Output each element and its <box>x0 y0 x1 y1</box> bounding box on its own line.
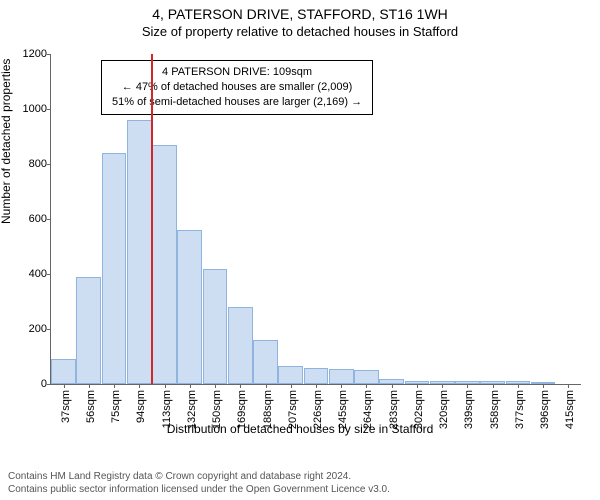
y-tick: 0 <box>13 378 47 390</box>
x-tick-mark <box>215 384 216 388</box>
y-tick-mark <box>47 219 51 220</box>
y-tick-mark <box>47 329 51 330</box>
x-tick-mark <box>341 384 342 388</box>
x-tick-mark <box>266 384 267 388</box>
bar <box>127 120 152 384</box>
y-tick: 200 <box>13 323 47 335</box>
page-title: 4, PATERSON DRIVE, STAFFORD, ST16 1WH <box>0 0 600 22</box>
x-tick: 94sqm <box>135 390 147 423</box>
y-axis-label: Number of detached properties <box>0 59 13 224</box>
bar <box>304 368 329 385</box>
chart-container: 4, PATERSON DRIVE, STAFFORD, ST16 1WH Si… <box>0 0 600 500</box>
bar <box>102 153 127 384</box>
bar <box>76 277 101 384</box>
plot-area: 4 PATERSON DRIVE: 109sqm ← 47% of detach… <box>50 54 581 385</box>
y-tick-mark <box>47 109 51 110</box>
chart-wrap: Number of detached properties 4 PATERSON… <box>0 44 600 444</box>
y-tick: 800 <box>13 158 47 170</box>
x-tick-mark <box>165 384 166 388</box>
bar <box>228 307 253 384</box>
y-tick: 600 <box>13 213 47 225</box>
footer: Contains HM Land Registry data © Crown c… <box>8 470 390 496</box>
x-tick-mark <box>190 384 191 388</box>
x-tick-mark <box>442 384 443 388</box>
y-tick-mark <box>47 164 51 165</box>
x-tick-mark <box>493 384 494 388</box>
x-tick-mark <box>291 384 292 388</box>
x-axis-label: Distribution of detached houses by size … <box>0 422 600 436</box>
y-tick-mark <box>47 384 51 385</box>
x-tick-mark <box>316 384 317 388</box>
x-tick-mark <box>89 384 90 388</box>
x-tick-mark <box>114 384 115 388</box>
y-tick-mark <box>47 274 51 275</box>
x-tick-mark <box>518 384 519 388</box>
x-tick-mark <box>417 384 418 388</box>
x-tick-mark <box>568 384 569 388</box>
x-tick-mark <box>64 384 65 388</box>
marker-line <box>151 54 153 384</box>
y-tick: 1200 <box>13 48 47 60</box>
bar <box>354 370 379 384</box>
footer-line-2: Contains public sector information licen… <box>8 483 390 496</box>
x-tick-mark <box>240 384 241 388</box>
x-tick-mark <box>467 384 468 388</box>
bar <box>51 359 76 384</box>
x-tick: 75sqm <box>110 390 122 423</box>
bar <box>152 145 177 384</box>
x-tick-mark <box>139 384 140 388</box>
bar <box>253 340 278 384</box>
info-line-2: ← 47% of detached houses are smaller (2,… <box>112 80 362 95</box>
bar <box>177 230 202 384</box>
x-tick: 56sqm <box>85 390 97 423</box>
info-box: 4 PATERSON DRIVE: 109sqm ← 47% of detach… <box>101 60 373 115</box>
info-line-1: 4 PATERSON DRIVE: 109sqm <box>112 65 362 80</box>
y-tick: 1000 <box>13 103 47 115</box>
y-tick-mark <box>47 54 51 55</box>
x-tick-mark <box>392 384 393 388</box>
x-tick: 37sqm <box>60 390 72 423</box>
bar <box>278 366 303 384</box>
x-tick-mark <box>366 384 367 388</box>
bar <box>203 269 228 385</box>
x-tick-mark <box>543 384 544 388</box>
y-tick: 400 <box>13 268 47 280</box>
bar <box>329 369 354 384</box>
footer-line-1: Contains HM Land Registry data © Crown c… <box>8 470 390 483</box>
info-line-3: 51% of semi-detached houses are larger (… <box>112 95 362 110</box>
page-subtitle: Size of property relative to detached ho… <box>0 24 600 39</box>
